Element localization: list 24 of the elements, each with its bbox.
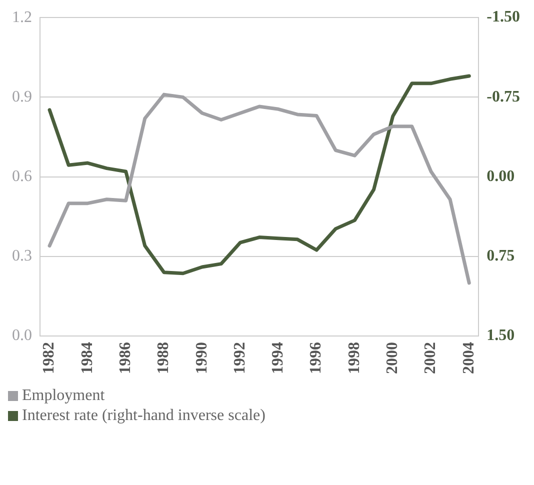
- y2-tick-label: 0.75: [486, 248, 515, 265]
- y2-tick-label: 1.50: [486, 327, 515, 344]
- y2-tick-label: 0.00: [486, 168, 515, 185]
- y-tick-label: 0.0: [12, 327, 32, 344]
- legend-label: Interest rate (right-hand inverse scale): [22, 407, 266, 425]
- x-tick-label: 1986: [116, 342, 134, 374]
- x-tick-label: 1998: [346, 342, 363, 374]
- y-tick-label: 0.6: [12, 168, 32, 186]
- x-tick-label: 2002: [422, 342, 440, 374]
- x-tick-label: 2000: [384, 342, 401, 374]
- x-tick-label: 1994: [270, 342, 287, 374]
- y-tick-label: 0.9: [12, 88, 32, 106]
- x-tick-label: 1982: [40, 342, 58, 374]
- y-tick-label: 1.2: [12, 8, 32, 26]
- x-tick-label: 1992: [231, 342, 248, 374]
- y-tick-label: 0.3: [12, 248, 32, 265]
- y2-tick-label: -1.50: [486, 8, 520, 26]
- x-tick-label: 1990: [193, 342, 210, 374]
- legend-label: Employment: [22, 387, 105, 405]
- y2-tick-label: -0.75: [486, 88, 520, 106]
- x-tick-label: 2004: [460, 342, 478, 374]
- x-tick-label: 1984: [78, 342, 96, 374]
- x-tick-label: 1988: [155, 342, 172, 374]
- x-tick-label: 1996: [308, 342, 325, 374]
